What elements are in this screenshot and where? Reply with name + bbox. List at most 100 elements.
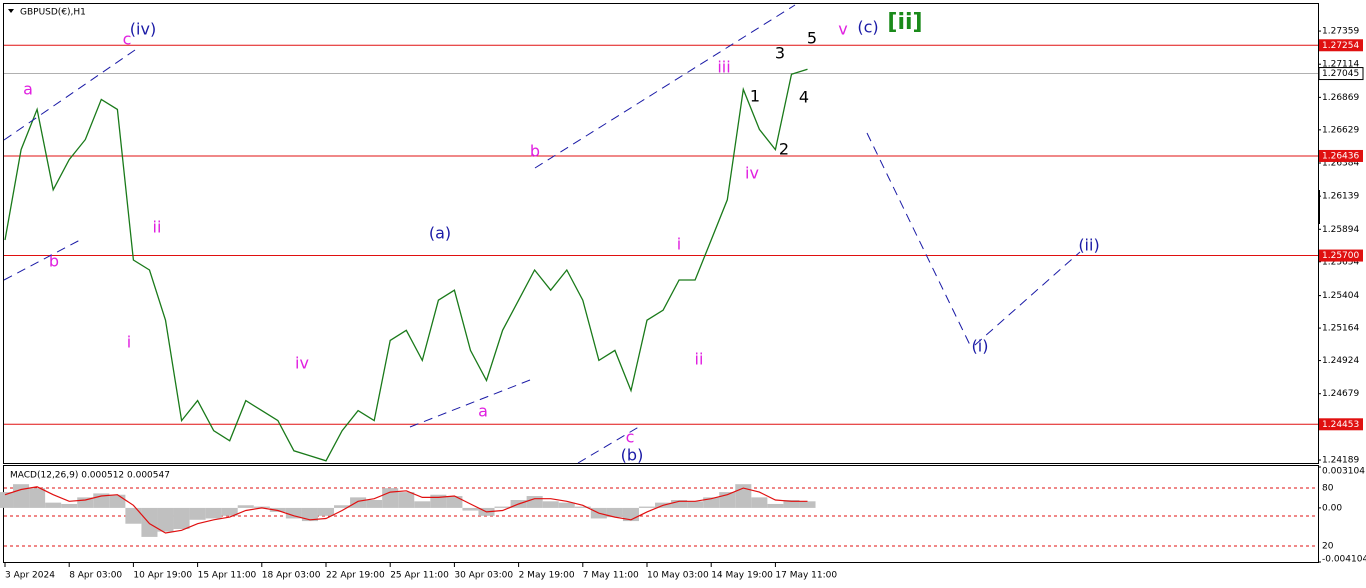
macd-bar — [173, 507, 190, 529]
macd-bar — [61, 503, 78, 508]
y-tick-label: 1.26384 — [1322, 158, 1359, 168]
wave-label: (a) — [429, 224, 451, 243]
wave-label: c — [626, 428, 635, 447]
macd-bar — [109, 494, 126, 508]
x-tick-label: 14 May 19:00 — [711, 571, 773, 581]
x-tick-label: 3 Apr 2024 — [5, 571, 55, 581]
trend-lines — [3, 4, 1081, 464]
macd-bar — [334, 505, 351, 508]
wave-label: i — [127, 333, 131, 352]
x-tick-label: 22 Apr 19:00 — [326, 571, 385, 581]
level-label: 1.25700 — [1322, 251, 1359, 261]
macd-bar — [141, 507, 158, 537]
wave-label: 3 — [775, 44, 785, 63]
x-tick-label: 7 May 11:00 — [583, 571, 639, 581]
wave-label: b — [530, 142, 540, 161]
macd-bar — [558, 502, 575, 508]
wave-label: iii — [717, 58, 730, 77]
macd-y-tick-label: -0.004104 — [1322, 555, 1366, 565]
channel-line — [3, 49, 136, 141]
macd-bar — [317, 507, 335, 516]
macd-bar — [13, 484, 30, 508]
y-tick-label: 1.26139 — [1322, 192, 1359, 202]
y-tick-label: 1.27114 — [1322, 60, 1359, 70]
signal-line — [4, 486, 808, 534]
macd-bar — [414, 501, 431, 508]
x-tick-label: 30 Apr 03:00 — [454, 571, 513, 581]
macd-panel — [3, 465, 1319, 563]
wave-label: iv — [745, 164, 759, 183]
level-box — [1319, 418, 1363, 431]
y-tick-label: 1.25654 — [1322, 257, 1359, 267]
macd-bar — [462, 507, 479, 511]
macd-bar — [783, 500, 800, 508]
wave-label: a — [23, 80, 33, 99]
wave-label: (c) — [857, 18, 878, 37]
macd-level-label: 20 — [1322, 542, 1334, 552]
wave-label: (b) — [621, 446, 644, 465]
wave-label: [ii] — [887, 10, 922, 35]
y-tick-label: 1.24924 — [1322, 356, 1359, 366]
macd-bar — [157, 507, 174, 532]
macd-bar — [125, 507, 142, 524]
macd-bar — [0, 492, 14, 508]
channel-line — [409, 379, 531, 428]
level-label: 1.26436 — [1322, 151, 1359, 161]
x-tick-label: 18 Apr 03:00 — [262, 571, 321, 581]
level-label: 1.24453 — [1322, 420, 1359, 430]
macd-title: MACD(12,26,9) 0.000512 0.000547 — [10, 471, 170, 481]
macd-bar — [430, 494, 447, 508]
macd-y-tick-label: 0.00 — [1322, 503, 1342, 513]
macd-bar — [205, 507, 222, 519]
macd-bar — [526, 496, 543, 508]
macd-bar — [767, 503, 784, 508]
projection-line — [866, 132, 971, 346]
wave-label: b — [49, 252, 59, 271]
macd-level-label: 80 — [1322, 484, 1334, 494]
wave-label: 1 — [750, 87, 760, 106]
x-tick-label: 15 Apr 11:00 — [198, 571, 257, 581]
level-label: 1.27254 — [1322, 41, 1359, 51]
level-box — [1319, 39, 1363, 52]
channel-line — [577, 424, 643, 464]
macd-bar — [189, 507, 206, 520]
wave-label: 2 — [779, 140, 789, 159]
y-tick-label: 1.26869 — [1322, 93, 1359, 103]
macd-bar — [382, 488, 399, 508]
x-tick-label: 10 Apr 19:00 — [133, 571, 192, 581]
macd-bar — [751, 497, 768, 508]
macd-y-tick-label: 0.003104 — [1322, 467, 1365, 477]
macd-bar — [687, 501, 704, 508]
y-tick-label: 1.25404 — [1322, 291, 1359, 301]
macd-bar — [301, 507, 318, 522]
y-tick-label: 1.25894 — [1322, 225, 1359, 235]
wave-label: ii — [695, 350, 704, 369]
y-tick-label: 1.25164 — [1322, 324, 1359, 334]
macd-bar — [398, 492, 415, 508]
main-panel — [3, 3, 1319, 464]
projection-line — [974, 251, 1081, 346]
x-tick-label: 2 May 19:00 — [519, 571, 575, 581]
macd-bar — [237, 505, 254, 508]
current-price-box — [1318, 67, 1364, 81]
macd-bar — [221, 507, 238, 516]
x-tick-label: 10 May 03:00 — [647, 571, 709, 581]
wave-label: i — [677, 235, 681, 254]
macd-bar — [366, 500, 383, 508]
macd-bar — [494, 506, 511, 508]
macd-bar — [285, 507, 302, 519]
wave-label: (ii) — [1078, 236, 1099, 255]
y-tick-label: 1.24679 — [1322, 389, 1359, 399]
macd-bar — [574, 506, 591, 508]
y-tick-label: 1.26629 — [1322, 125, 1359, 135]
wave-label: 4 — [799, 88, 809, 107]
macd-bar — [799, 501, 816, 508]
macd-bar — [446, 496, 463, 508]
menu-arrow[interactable] — [8, 9, 14, 13]
wave-label: 5 — [807, 29, 817, 48]
macd-bar — [77, 497, 94, 508]
macd-bar — [542, 501, 559, 508]
